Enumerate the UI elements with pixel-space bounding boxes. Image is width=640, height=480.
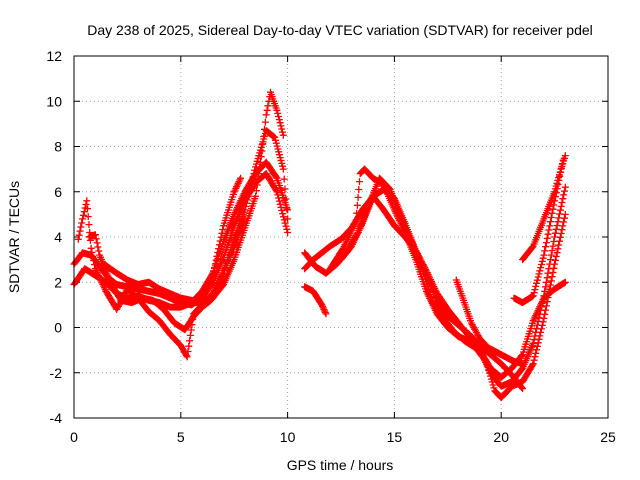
series-sat-n bbox=[510, 156, 567, 307]
x-tick-label: 25 bbox=[600, 429, 616, 445]
y-tick-label: 8 bbox=[54, 139, 62, 155]
series-markers bbox=[510, 156, 567, 307]
y-axis-label: SDTVAR / TECUs bbox=[6, 181, 22, 293]
series-markers bbox=[301, 186, 527, 393]
y-tick-label: 10 bbox=[46, 93, 62, 109]
y-tick-label: -4 bbox=[50, 410, 63, 426]
series-sat-f bbox=[209, 174, 245, 279]
x-tick-label: 15 bbox=[387, 429, 403, 445]
series-markers bbox=[209, 174, 245, 279]
y-tick-label: 6 bbox=[54, 184, 62, 200]
y-tick-label: 4 bbox=[54, 229, 62, 245]
series-sat-l bbox=[452, 276, 527, 368]
series-markers bbox=[85, 88, 287, 334]
x-tick-label: 0 bbox=[70, 429, 78, 445]
series-markers bbox=[452, 276, 527, 368]
y-tick-label: -2 bbox=[50, 365, 63, 381]
plot-frame bbox=[73, 55, 609, 419]
axis-ticks: 0 5 10 15 20 25 -4 -2 0 2 4 6 8 10 12 bbox=[46, 48, 616, 445]
y-tick-label: 0 bbox=[54, 320, 62, 336]
series-markers bbox=[100, 127, 292, 309]
x-tick-label: 10 bbox=[280, 429, 296, 445]
x-axis-label: GPS time / hours bbox=[287, 457, 394, 473]
series-markers bbox=[301, 283, 330, 318]
y-tick-label: 12 bbox=[46, 48, 62, 64]
series-sat-g bbox=[301, 186, 527, 393]
series-sat-e bbox=[100, 127, 292, 309]
x-tick-label: 20 bbox=[493, 429, 509, 445]
series-sat-h bbox=[301, 283, 330, 318]
x-tick-label: 5 bbox=[177, 429, 185, 445]
chart-title: Day 238 of 2025, Sidereal Day-to-day VTE… bbox=[87, 22, 593, 38]
data-points bbox=[70, 88, 569, 402]
series-sat-d bbox=[85, 88, 287, 334]
y-tick-label: 2 bbox=[54, 274, 62, 290]
